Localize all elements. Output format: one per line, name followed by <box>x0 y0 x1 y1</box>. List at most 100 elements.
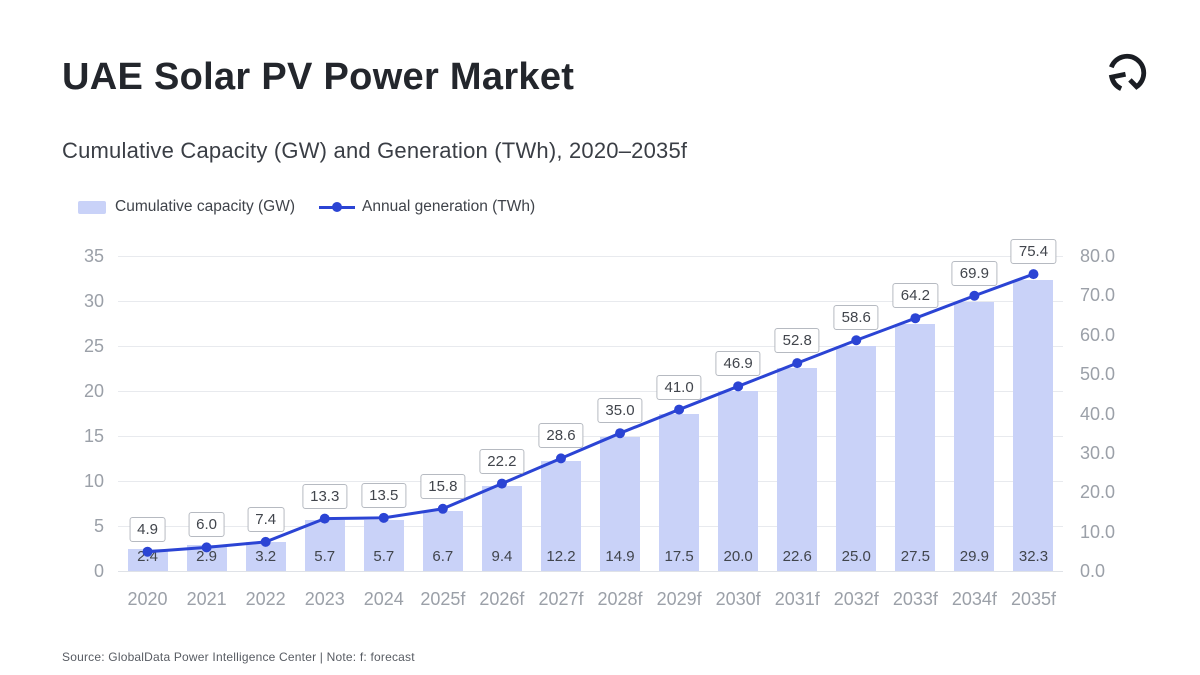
globaldata-logo-svg <box>1108 53 1147 91</box>
y-axis-right-tick: 80.0 <box>1080 246 1116 266</box>
generation-point-label: 28.6 <box>538 423 584 449</box>
generation-point <box>792 358 803 369</box>
generation-point <box>555 453 566 464</box>
bar-swatch-icon <box>78 200 106 214</box>
y-axis-left-tick: 0 <box>93 561 104 581</box>
chart-legend: Cumulative capacity (GW) Annual generati… <box>78 196 559 218</box>
capacity-bar-label: 29.9 <box>959 548 990 565</box>
chart-subtitle: Cumulative Capacity (GW) and Generation … <box>62 138 688 163</box>
capacity-bar <box>1013 280 1054 571</box>
capacity-bar-label: 25.0 <box>841 548 871 565</box>
capacity-bar <box>954 301 995 571</box>
generation-point-label: 69.9 <box>951 260 998 286</box>
capacity-bar-label: 5.7 <box>373 548 395 565</box>
gridline <box>118 300 1063 302</box>
x-axis-label: 2027f <box>538 589 584 609</box>
y-axis-left-tick: 35 <box>83 246 104 266</box>
y-axis-left-tick: 25 <box>83 336 104 356</box>
globaldata-logo-icon <box>1104 50 1150 96</box>
generation-point-label: 64.2 <box>892 283 938 309</box>
gridline <box>118 480 1063 482</box>
generation-point <box>969 290 980 301</box>
generation-point <box>1028 269 1039 280</box>
generation-point <box>910 313 921 324</box>
generation-point <box>142 546 153 557</box>
capacity-bar-label: 32.3 <box>1018 548 1049 565</box>
generation-point-label: 41.0 <box>656 374 702 400</box>
source-note: Source: GlobalData Power Intelligence Ce… <box>62 650 415 664</box>
generation-point-label: 4.9 <box>129 516 166 542</box>
legend-item-generation: Annual generation (TWh) <box>319 198 535 216</box>
y-axis-left-tick: 30 <box>83 291 104 311</box>
capacity-bar <box>836 346 877 571</box>
gridline <box>118 570 1063 572</box>
generation-point <box>851 335 862 346</box>
capacity-bar <box>304 519 345 571</box>
x-axis-label: 2029f <box>656 589 702 609</box>
capacity-bar-label: 12.2 <box>546 548 576 565</box>
x-axis-label: 2025f <box>420 589 466 609</box>
gridline <box>118 255 1063 257</box>
capacity-bar <box>718 391 759 571</box>
capacity-bar <box>127 549 168 571</box>
generation-point <box>733 381 744 392</box>
capacity-bar-label: 22.6 <box>782 548 812 565</box>
capacity-bar <box>540 461 581 571</box>
generation-point-label: 6.0 <box>188 512 226 538</box>
capacity-bar <box>777 367 818 571</box>
line-marker-icon <box>319 202 356 212</box>
gridline <box>118 345 1063 347</box>
x-axis-label: 2020 <box>127 589 168 609</box>
capacity-bar-label: 2.9 <box>196 548 218 565</box>
generation-point-label: 13.3 <box>302 483 348 509</box>
generation-point <box>260 536 271 547</box>
y-axis-left-tick: 20 <box>83 381 104 401</box>
x-axis-label: 2023 <box>304 589 345 609</box>
capacity-bar <box>422 510 463 571</box>
capacity-bar-label: 20.0 <box>723 548 753 565</box>
capacity-bar-label: 14.9 <box>605 548 635 565</box>
generation-point <box>378 512 389 523</box>
y-axis-right-tick: 10.0 <box>1080 521 1116 542</box>
capacity-bar <box>600 436 641 571</box>
generation-point-label: 75.4 <box>1010 239 1057 265</box>
capacity-bar-label: 6.7 <box>432 548 454 565</box>
generation-point <box>674 404 685 415</box>
capacity-bar-label: 3.2 <box>255 548 277 565</box>
y-axis-left-tick: 15 <box>83 426 104 446</box>
x-axis-label: 2021 <box>186 589 227 609</box>
capacity-bar <box>481 486 522 571</box>
x-axis-label: 2024 <box>363 589 404 609</box>
generation-point-label: 22.2 <box>479 448 525 474</box>
capacity-bar-label: 27.5 <box>900 548 930 565</box>
x-axis-label: 2030f <box>715 589 761 609</box>
generation-point-label: 35.0 <box>597 398 643 424</box>
capacity-bar-label: 9.4 <box>491 548 513 565</box>
y-axis-left-tick: 10 <box>83 471 104 491</box>
x-axis-label: 2033f <box>892 589 938 609</box>
y-axis-right-tick: 20.0 <box>1080 482 1116 503</box>
capacity-bar <box>363 519 404 571</box>
generation-point-label: 52.8 <box>774 328 820 354</box>
y-axis-right-tick: 0.0 <box>1080 561 1106 581</box>
generation-point-label: 13.5 <box>361 482 407 508</box>
y-axis-right-tick: 50.0 <box>1080 364 1116 385</box>
generation-point <box>437 503 448 514</box>
y-axis-left-tick: 5 <box>93 516 104 536</box>
x-axis-label: 2032f <box>833 589 879 609</box>
x-axis-label: 2031f <box>774 589 820 609</box>
x-axis-label: 2035f <box>1010 589 1056 609</box>
y-axis-right-tick: 30.0 <box>1080 442 1116 463</box>
gridline <box>118 435 1063 437</box>
generation-point-label: 58.6 <box>833 305 879 331</box>
legend-item-capacity: Cumulative capacity (GW) <box>78 198 295 216</box>
capacity-bar <box>659 413 700 571</box>
x-axis-label: 2026f <box>479 589 525 609</box>
page-title: UAE Solar PV Power Market <box>62 56 575 98</box>
generation-point <box>319 513 330 524</box>
legend-generation-label: Annual generation (TWh) <box>362 198 536 215</box>
gridline <box>118 525 1063 527</box>
x-axis-label: 2028f <box>597 589 643 609</box>
